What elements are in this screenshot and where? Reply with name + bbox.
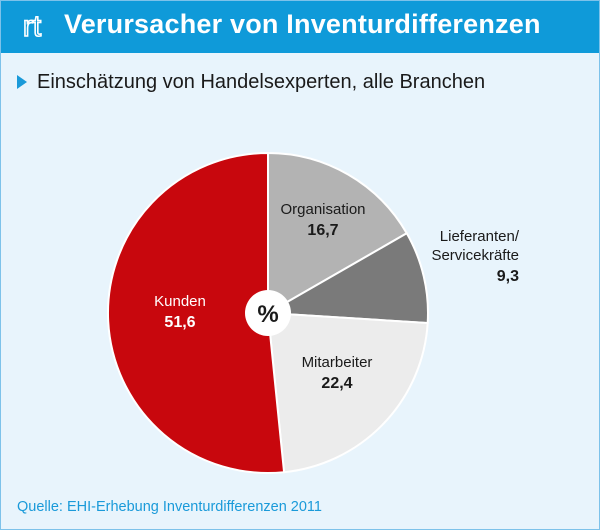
subtitle-row: Einschätzung von Handelsexperten, alle B… bbox=[17, 69, 485, 95]
logo-text: rt bbox=[23, 10, 42, 43]
center-badge bbox=[245, 290, 291, 336]
slice-value-3: 51,6 bbox=[164, 314, 195, 331]
subtitle: Einschätzung von Handelsexperten, alle B… bbox=[37, 70, 486, 93]
slice-label-2: Mitarbeiter 22,4 bbox=[302, 354, 373, 392]
pie-slice-2 bbox=[266, 311, 429, 474]
pie-slice-1 bbox=[264, 231, 429, 325]
slice-value-1: 9,3 bbox=[497, 268, 519, 285]
slice-value-2: 22,4 bbox=[321, 375, 352, 392]
slice-label-3: Kunden 51,6 bbox=[154, 293, 206, 331]
pie-slice-3 bbox=[106, 151, 286, 474]
page-title: Verursacher von Inventurdifferenzen bbox=[64, 9, 541, 39]
pie-slice-0 bbox=[267, 151, 409, 315]
slice-label-1: Lieferanten/Servicekräfte 9,3 bbox=[431, 228, 519, 285]
slice-value-0: 16,7 bbox=[307, 222, 338, 239]
slice-label-0: Organisation 16,7 bbox=[280, 201, 365, 239]
center-percent-label: % bbox=[257, 301, 278, 328]
triangle-bullet-icon bbox=[17, 75, 27, 89]
source-note: Quelle: EHI-Erhebung Inventurdifferenzen… bbox=[17, 499, 322, 515]
header-bar: rt Verursacher von Inventurdifferenzen bbox=[1, 1, 599, 53]
rt-logo: rt bbox=[22, 9, 43, 44]
